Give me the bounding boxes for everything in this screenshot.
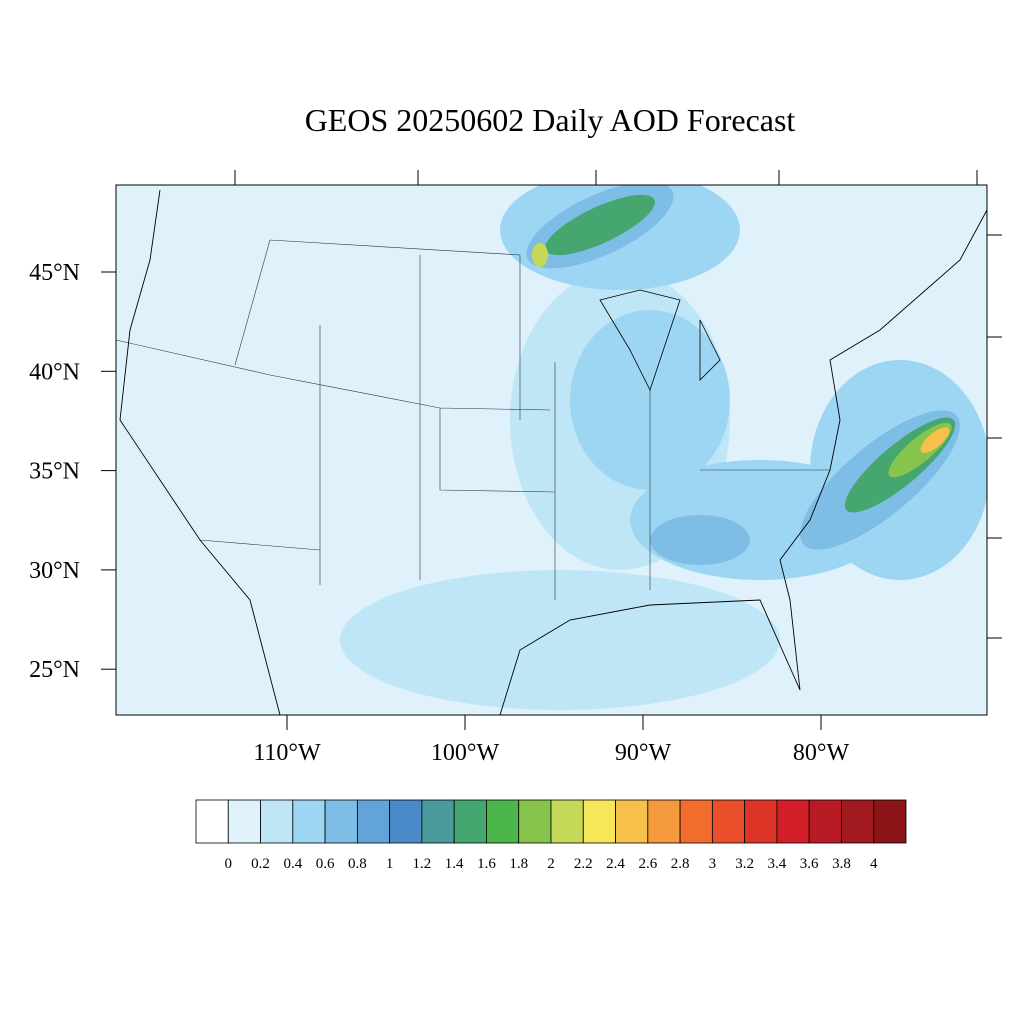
colorbar-box — [808, 799, 842, 844]
aod-field — [116, 185, 987, 715]
colorbar-label: 1 — [386, 856, 394, 872]
lat-label: 30°N — [29, 558, 80, 584]
colorbar-label: 2.6 — [638, 856, 657, 872]
lon-label: 80°W — [793, 740, 850, 766]
title: GEOS 20250602 Daily AOD Forecast — [305, 102, 796, 138]
lat-label: 35°N — [29, 459, 80, 485]
colorbar-label: 0 — [225, 856, 233, 872]
colorbar-label: 3.6 — [800, 856, 819, 872]
colorbar-box — [260, 799, 294, 844]
colorbar-label: 4 — [870, 856, 878, 872]
colorbar-box — [615, 799, 649, 844]
map-frame — [115, 184, 988, 716]
colorbar-box — [776, 799, 810, 844]
colorbar-label: 3.2 — [735, 856, 754, 872]
colorbar-label: 3 — [709, 856, 717, 872]
colorbar-label: 1.8 — [509, 856, 528, 872]
colorbar-box — [389, 799, 423, 844]
colorbar-box — [421, 799, 455, 844]
colorbar-box — [647, 799, 681, 844]
colorbar-label: 2 — [547, 856, 555, 872]
colorbar-box — [873, 799, 907, 844]
lon-label: 90°W — [615, 740, 672, 766]
lat-label: 25°N — [29, 657, 80, 683]
colorbar-box — [453, 799, 487, 844]
colorbar-box — [679, 799, 713, 844]
colorbar-label: 0.4 — [283, 856, 302, 872]
colorbar-box — [292, 799, 326, 844]
colorbar-label: 2.8 — [671, 856, 690, 872]
lon-label: 100°W — [431, 740, 500, 766]
colorbar-box — [711, 799, 746, 844]
colorbar-box — [550, 799, 584, 844]
colorbar-label: 0.8 — [348, 856, 367, 872]
colorbar-label: 2.4 — [606, 856, 625, 872]
lon-label: 110°W — [253, 740, 321, 766]
colorbar-box — [324, 799, 358, 844]
colorbar-box — [518, 799, 552, 844]
colorbar-label: 3.4 — [768, 856, 787, 872]
colorbar-label: 0.6 — [316, 856, 335, 872]
colorbar-box — [227, 799, 261, 844]
colorbar-box — [195, 799, 229, 844]
colorbar-label: 1.4 — [445, 856, 464, 872]
colorbar-box — [841, 799, 875, 844]
colorbar-box — [486, 799, 520, 844]
colorbar-box — [582, 799, 616, 844]
frame-ticks — [234, 170, 1002, 639]
colorbar-box — [356, 799, 391, 844]
colorbar-box — [744, 799, 778, 844]
colorbar-label: 2.2 — [574, 856, 593, 872]
colorbar-label: 1.2 — [413, 856, 432, 872]
colorbar-label: 3.8 — [832, 856, 851, 872]
colorbar-label: 0.2 — [251, 856, 270, 872]
colorbar-label: 1.6 — [477, 856, 496, 872]
lat-label: 40°N — [29, 359, 80, 385]
lat-label: 45°N — [29, 260, 80, 286]
